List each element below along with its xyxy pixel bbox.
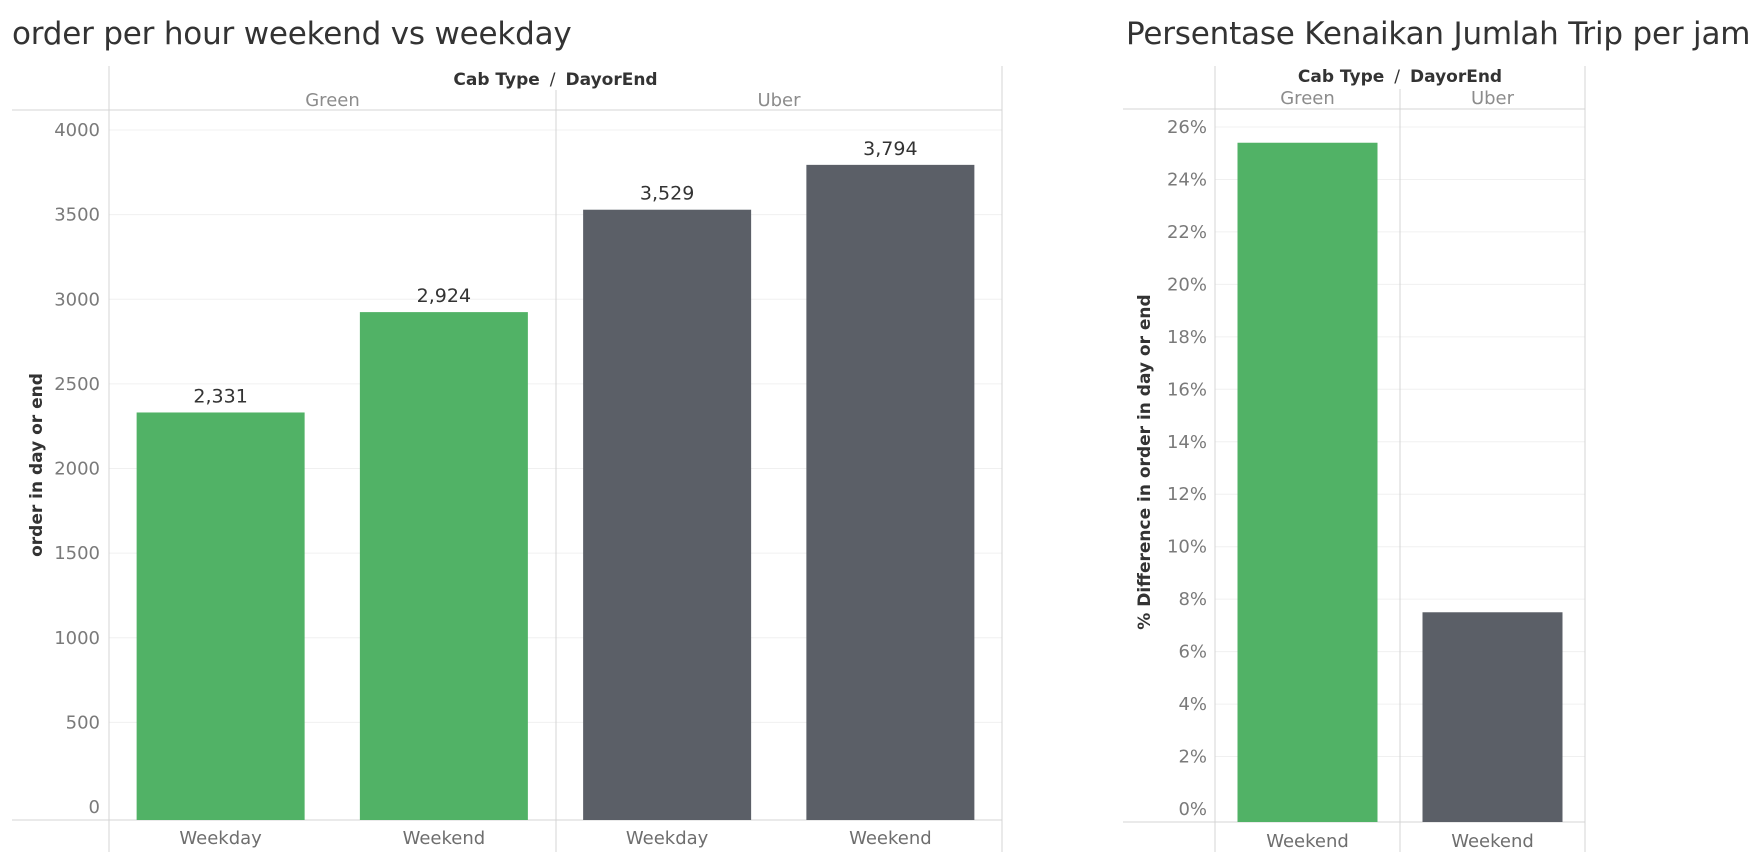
right-y-tick-label: 24% bbox=[1167, 169, 1207, 190]
right-y-tick-label: 8% bbox=[1178, 589, 1207, 610]
left-y-tick-label: 500 bbox=[66, 712, 100, 733]
right-y-tick-label: 10% bbox=[1167, 537, 1207, 558]
right-header-field2: DayorEnd bbox=[1410, 67, 1502, 87]
left-x-category-label: Weekend bbox=[403, 828, 486, 849]
left-bar-uber-weekend bbox=[806, 164, 975, 821]
right-x-category-label: Weekend bbox=[1266, 831, 1349, 852]
right-group-label-green: Green bbox=[1280, 88, 1335, 109]
right-y-tick-label: 20% bbox=[1167, 274, 1207, 295]
right-y-tick-label: 0% bbox=[1178, 799, 1207, 820]
right-y-tick-label: 12% bbox=[1167, 484, 1207, 505]
left-y-tick-label: 3500 bbox=[54, 205, 100, 226]
right-y-tick-label: 6% bbox=[1178, 642, 1207, 663]
left-y-axis-title: order in day or end bbox=[27, 373, 47, 557]
right-y-axis-title: % Difference in order in day or end bbox=[1135, 294, 1155, 629]
right-y-tick-label: 26% bbox=[1167, 117, 1207, 138]
right-header-label: Cab Type / DayorEnd bbox=[1298, 67, 1502, 87]
left-x-category-label: Weekday bbox=[179, 828, 262, 849]
left-bar-green-weekday bbox=[136, 412, 305, 820]
left-x-category-label: Weekday bbox=[626, 828, 709, 849]
right-y-tick-label: 16% bbox=[1167, 379, 1207, 400]
chart-title-percent-increase: Persentase Kenaikan Jumlah Trip per jam bbox=[1126, 16, 1751, 52]
left-group-label-green: Green bbox=[305, 90, 360, 111]
right-y-tick-label: 2% bbox=[1178, 747, 1207, 768]
right-y-tick-label: 22% bbox=[1167, 222, 1207, 243]
left-y-tick-label: 4000 bbox=[54, 120, 100, 141]
chart-title-order-per-hour: order per hour weekend vs weekday bbox=[12, 16, 572, 52]
right-bar-uber-weekend bbox=[1422, 612, 1563, 822]
right-bar-green-weekend bbox=[1237, 142, 1378, 822]
left-bar-uber-weekday bbox=[583, 209, 752, 821]
right-y-tick-label: 18% bbox=[1167, 327, 1207, 348]
left-y-tick-label: 1500 bbox=[54, 543, 100, 564]
left-y-tick-label: 2000 bbox=[54, 459, 100, 480]
left-y-tick-label: 1000 bbox=[54, 628, 100, 649]
right-header-separator: / bbox=[1394, 67, 1400, 87]
left-data-label: 3,529 bbox=[640, 183, 694, 205]
left-header-label: Cab Type / DayorEnd bbox=[453, 70, 657, 90]
left-data-label: 2,924 bbox=[417, 285, 471, 307]
right-header-field1: Cab Type bbox=[1298, 67, 1384, 87]
left-y-tick-label: 0 bbox=[89, 797, 100, 818]
left-bar-green-weekend bbox=[359, 312, 528, 820]
left-header-field2: DayorEnd bbox=[566, 70, 658, 90]
left-data-label: 3,794 bbox=[863, 138, 917, 160]
left-data-label: 2,331 bbox=[193, 385, 247, 407]
left-header-field1: Cab Type bbox=[453, 70, 539, 90]
left-y-tick-label: 3000 bbox=[54, 289, 100, 310]
left-y-tick-label: 2500 bbox=[54, 374, 100, 395]
right-y-tick-label: 14% bbox=[1167, 432, 1207, 453]
left-header-separator: / bbox=[550, 70, 556, 90]
left-group-label-uber: Uber bbox=[757, 90, 801, 111]
right-y-tick-label: 4% bbox=[1178, 694, 1207, 715]
left-x-category-label: Weekend bbox=[849, 828, 932, 849]
right-x-category-label: Weekend bbox=[1451, 831, 1534, 852]
right-group-label-uber: Uber bbox=[1471, 88, 1515, 109]
